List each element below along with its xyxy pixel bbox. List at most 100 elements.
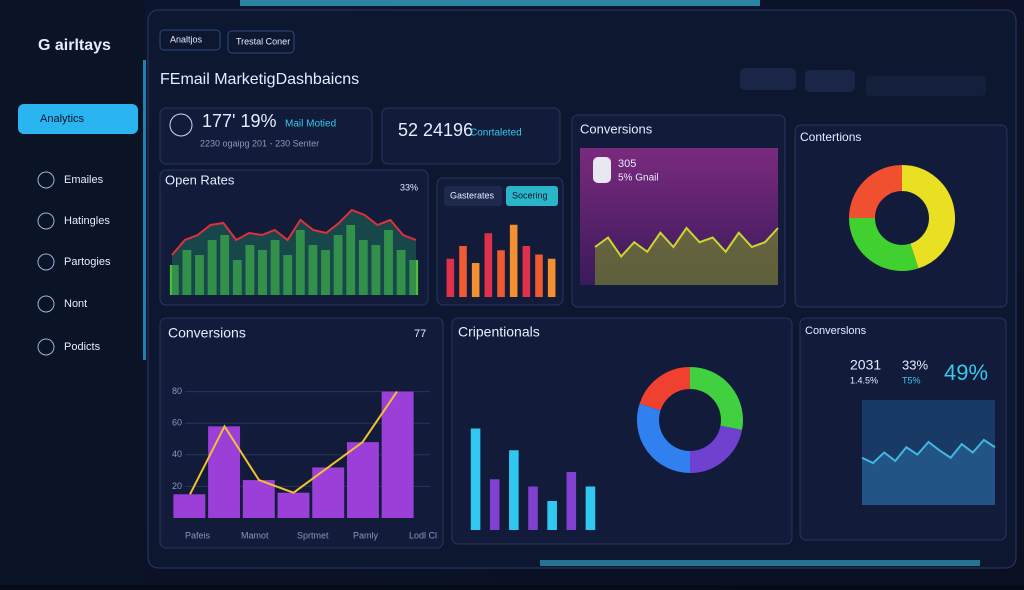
glow-strip	[540, 560, 980, 566]
x-tick-label: Pafeis	[185, 530, 211, 540]
nav-item[interactable]: Analytics	[40, 113, 85, 125]
nav-icon	[37, 253, 55, 271]
nav-item[interactable]: Emailes	[64, 174, 104, 186]
card-caption: 2230 ogaipg 201 - 230 Senter	[200, 138, 319, 148]
donut-segment	[849, 165, 903, 219]
bar	[459, 246, 467, 297]
nav-icon	[37, 295, 55, 313]
nav-icon	[37, 338, 55, 356]
area	[862, 439, 995, 505]
tab[interactable]	[159, 29, 221, 51]
donut-segment	[639, 367, 691, 412]
stat-caption: 5% Gnail	[618, 173, 659, 184]
card-icon	[169, 113, 193, 137]
x-tick-label: Sprtmet	[297, 530, 329, 540]
nav-item[interactable]: Hatingles	[64, 215, 110, 227]
nav-active[interactable]	[18, 104, 138, 134]
x-tick-label: Mamot	[241, 530, 269, 540]
stat-highlight: 49%	[944, 360, 988, 385]
bar	[489, 479, 500, 530]
x-tick-label: Lodl Cl	[409, 530, 437, 540]
nav-icon	[37, 171, 55, 189]
panel-title: Open Rates	[165, 172, 235, 187]
panel-title: Conversions	[168, 325, 246, 341]
panel-badge: 77	[414, 328, 426, 340]
card-tag: Conrtaleted	[470, 128, 522, 139]
panel	[794, 124, 1008, 308]
x-tick-label: Pamly	[353, 530, 379, 540]
bar	[277, 492, 310, 518]
bar	[208, 426, 241, 518]
donut-segment	[849, 217, 919, 271]
bar	[173, 494, 206, 518]
toolbar-button[interactable]	[740, 68, 796, 90]
panel	[159, 107, 373, 165]
line	[189, 391, 398, 495]
stat: 33%	[902, 357, 928, 372]
toolbar[interactable]	[866, 76, 986, 96]
donut-segment	[689, 425, 743, 473]
panel-title: Converslons	[805, 325, 867, 337]
panel-title: Cripentionals	[458, 324, 540, 340]
bar	[509, 224, 518, 297]
bar	[381, 391, 414, 518]
glow-strip	[240, 0, 760, 6]
area	[172, 210, 416, 295]
bar	[585, 486, 596, 530]
bar	[547, 501, 557, 530]
donut-segment	[901, 165, 955, 269]
bar	[471, 263, 480, 297]
stat: T5%	[902, 375, 921, 385]
card-value: 177' 19%	[202, 111, 277, 131]
nav-item[interactable]: Partogies	[64, 256, 111, 268]
bar	[566, 472, 577, 530]
bar	[528, 486, 538, 530]
line	[171, 208, 417, 256]
stat: 305	[618, 158, 636, 170]
donut-segment	[637, 403, 691, 473]
avatar	[593, 157, 611, 183]
bar	[470, 428, 481, 530]
y-tick-label: 60	[172, 418, 182, 428]
logo: G airltays	[38, 37, 111, 54]
page-title: FEmail MarketigDashbaicns	[160, 71, 359, 88]
bar	[242, 480, 275, 518]
bar	[522, 246, 531, 297]
tab[interactable]	[506, 186, 558, 206]
panel-title: Conversions	[580, 121, 653, 136]
bar	[509, 450, 519, 530]
nav-item[interactable]: Podicts	[64, 341, 101, 353]
tab[interactable]	[227, 30, 295, 54]
bar	[346, 442, 379, 518]
bar	[547, 258, 556, 297]
tab[interactable]	[444, 186, 502, 206]
line	[861, 438, 996, 465]
y-tick-label: 20	[172, 481, 182, 491]
stat: 2031	[850, 357, 881, 373]
card-value: 52 24196	[398, 120, 473, 140]
donut-segment	[689, 367, 743, 430]
tab-label[interactable]: Socering	[512, 190, 548, 200]
line	[594, 226, 779, 259]
toolbar-button[interactable]	[805, 70, 855, 92]
bar	[446, 258, 455, 297]
nav-icon	[37, 212, 55, 230]
sidebar	[0, 0, 145, 585]
panel	[381, 107, 561, 165]
panel	[436, 177, 564, 306]
sidebar-edge	[143, 60, 146, 360]
y-tick-label: 40	[172, 449, 182, 459]
tab-label[interactable]: Analtjos	[170, 34, 203, 44]
bar	[497, 250, 505, 297]
card-tag: Mail Motied	[285, 119, 336, 130]
tab-label[interactable]: Trestal Coner	[236, 36, 290, 46]
stat: 1.4.5%	[850, 375, 878, 385]
bar	[484, 233, 493, 297]
panel-badge: 33%	[400, 182, 418, 192]
tab-label[interactable]: Gasterates	[450, 190, 495, 200]
nav-item[interactable]: Nont	[64, 298, 87, 310]
panel-title: Contertions	[800, 130, 861, 144]
y-tick-label: 80	[172, 386, 182, 396]
bar	[535, 254, 543, 297]
